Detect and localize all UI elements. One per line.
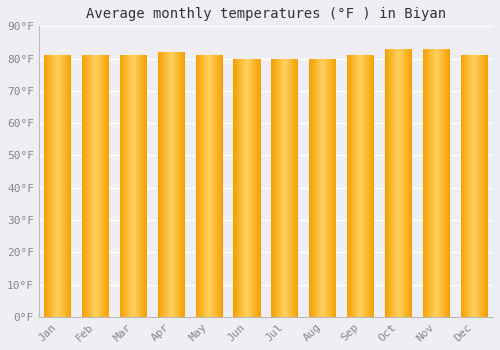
Title: Average monthly temperatures (°F ) in Biyan: Average monthly temperatures (°F ) in Bi… [86, 7, 446, 21]
